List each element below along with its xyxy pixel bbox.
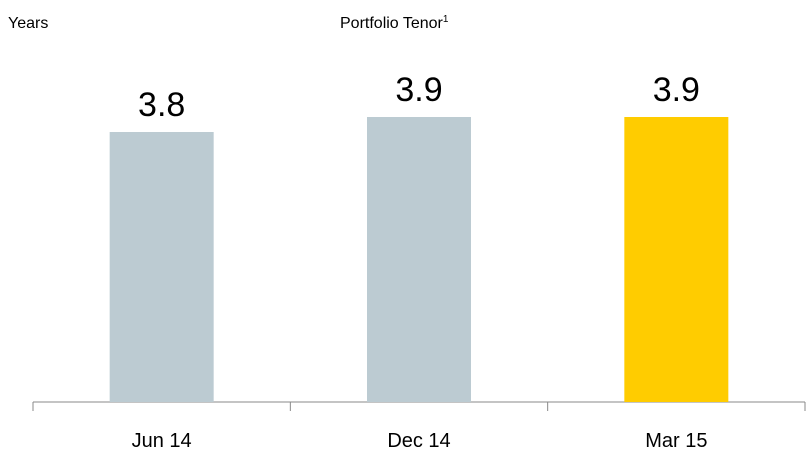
- value-label: 3.9: [653, 71, 700, 109]
- x-tick-label: Dec 14: [387, 430, 450, 452]
- title-text: Portfolio Tenor: [340, 15, 444, 32]
- y-axis-label: Years: [8, 15, 48, 32]
- x-tick-label: Mar 15: [645, 430, 707, 452]
- value-label: 3.9: [395, 71, 442, 109]
- title-footnote: 1: [443, 14, 449, 25]
- bar: [109, 132, 214, 402]
- value-label: 3.8: [138, 86, 185, 124]
- bar: [367, 117, 471, 402]
- x-tick-label: Jun 14: [132, 430, 192, 452]
- chart-title: Portfolio Tenor1: [340, 14, 449, 32]
- bar: [624, 117, 729, 402]
